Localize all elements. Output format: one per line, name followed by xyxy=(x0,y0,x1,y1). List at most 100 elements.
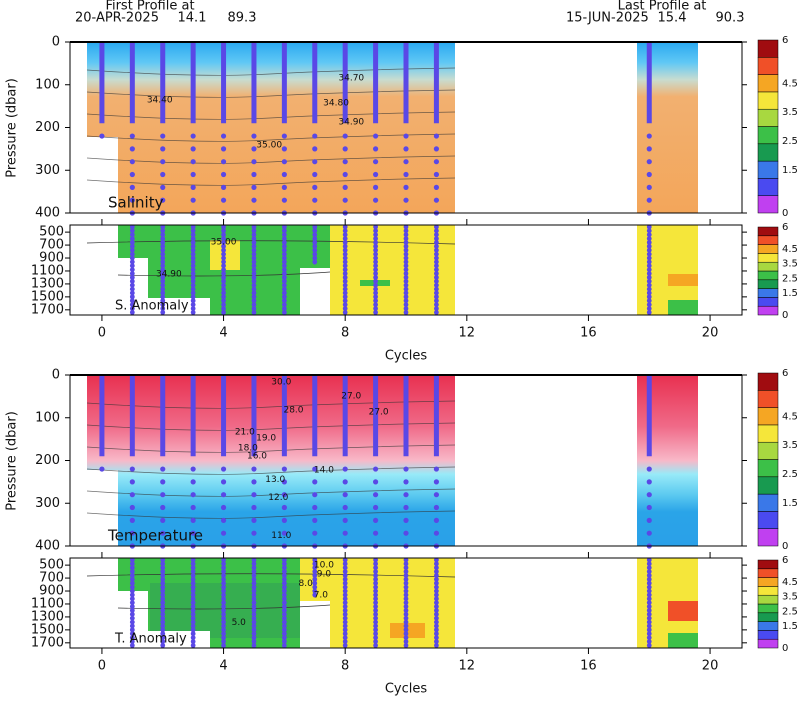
contour-label: 34.80 xyxy=(323,99,349,109)
colorbar-swatch xyxy=(757,74,779,93)
colorbar-swatch xyxy=(757,621,779,631)
profile-dot xyxy=(646,588,652,594)
profile-dot xyxy=(251,197,257,203)
profile-dot xyxy=(342,146,348,152)
profile-dot xyxy=(646,282,652,288)
colorbar-swatch xyxy=(757,195,779,214)
profile-dot xyxy=(403,504,409,511)
profile-dot xyxy=(129,584,135,590)
profile-dot xyxy=(190,584,196,590)
profile-dot xyxy=(373,619,378,625)
profile-dot xyxy=(129,278,135,284)
profile-dot xyxy=(342,290,348,296)
profile-dot xyxy=(190,251,196,257)
profile-dot xyxy=(403,604,409,609)
profile-dot xyxy=(403,302,409,308)
profile-dot xyxy=(434,240,439,245)
profile-dot xyxy=(160,159,166,165)
profile-dot xyxy=(281,608,287,613)
profile-dot xyxy=(403,565,409,571)
profile-dot xyxy=(160,631,166,637)
profile-dot xyxy=(434,627,439,633)
profile-dot xyxy=(281,310,287,315)
x-tick-label: 8 xyxy=(341,326,349,341)
contour-line xyxy=(86,422,456,431)
y-tick-label: 0 xyxy=(52,368,60,383)
profile-dot xyxy=(129,576,135,582)
profile-dot xyxy=(220,184,227,190)
profile-dot xyxy=(434,639,439,644)
profile-dot xyxy=(281,275,287,280)
profile-dot xyxy=(342,643,348,648)
last-profile-lon: 90.3 xyxy=(716,11,745,26)
profile-dot xyxy=(646,236,652,241)
profile-dot xyxy=(342,479,348,485)
profile-dot xyxy=(373,592,378,598)
profile-dot xyxy=(646,255,652,261)
profile-dot xyxy=(251,282,257,288)
profile-dot xyxy=(342,530,348,536)
profile-dot xyxy=(281,290,287,296)
profile-dot xyxy=(646,275,652,280)
profile-dot xyxy=(129,635,135,641)
profile-dot xyxy=(342,298,348,304)
profile-dot xyxy=(251,298,257,304)
profile-dot xyxy=(373,282,378,288)
profile-dot xyxy=(221,592,226,598)
profile-dot xyxy=(190,631,196,637)
contour-label: 30.0 xyxy=(271,377,291,387)
profile-dot xyxy=(281,492,287,498)
profile-dot xyxy=(403,255,409,261)
profile-dot xyxy=(251,604,257,609)
contour-label: 34.90 xyxy=(156,270,182,280)
colorbar-swatch xyxy=(757,126,779,145)
profile-dot xyxy=(434,643,439,648)
y2-tick-label: 500 xyxy=(39,225,64,240)
profile-dot xyxy=(281,530,287,536)
profile-dot xyxy=(342,263,348,269)
profile-dot xyxy=(434,302,439,308)
profile-dot xyxy=(373,271,378,276)
y-axis-label: Pressure (dbar) xyxy=(5,411,20,511)
profile-dot xyxy=(403,306,409,311)
profile-dot xyxy=(373,243,378,249)
colorbar-tick-label: 3.5 xyxy=(782,592,798,603)
profile-dot xyxy=(433,517,440,523)
colorbar-swatch xyxy=(757,568,779,578)
profile-dot xyxy=(190,596,196,602)
profile-dot xyxy=(373,275,378,280)
profile-dot xyxy=(281,243,287,249)
profile-dot xyxy=(403,479,409,485)
profile-dot xyxy=(160,608,166,613)
panel-label: Salinity xyxy=(108,194,164,212)
profile-dot xyxy=(221,247,226,253)
last-profile-title: Last Profile at xyxy=(618,0,707,14)
profile-dot xyxy=(251,146,257,152)
profile-dot xyxy=(403,619,409,625)
profile-dot xyxy=(646,604,652,609)
profile-dot xyxy=(312,255,318,261)
profile-dot xyxy=(281,615,287,621)
profile-dot xyxy=(373,635,378,641)
profile-dot xyxy=(434,611,439,617)
profile-dot xyxy=(646,627,652,633)
y2-tick-label: 1700 xyxy=(31,635,64,650)
profile-dot xyxy=(251,240,257,245)
profile-dot xyxy=(129,611,135,617)
profile-dot xyxy=(403,615,409,621)
profile-dot xyxy=(221,259,226,265)
y2-tick-label: 1500 xyxy=(31,622,64,637)
profile-dot xyxy=(251,247,257,253)
profile-dot xyxy=(281,466,287,472)
first-profile-lat: 14.1 xyxy=(178,11,207,26)
profile-dot xyxy=(373,259,378,265)
profile-dot xyxy=(281,573,287,578)
profile-dot xyxy=(373,604,378,609)
profile-dot xyxy=(403,623,409,629)
profile-dot xyxy=(646,611,652,617)
profile-dot xyxy=(221,302,226,308)
profile-dot xyxy=(312,504,318,511)
profile-dot xyxy=(403,146,409,152)
profile-dot xyxy=(129,302,135,308)
profile-dot xyxy=(221,561,226,567)
